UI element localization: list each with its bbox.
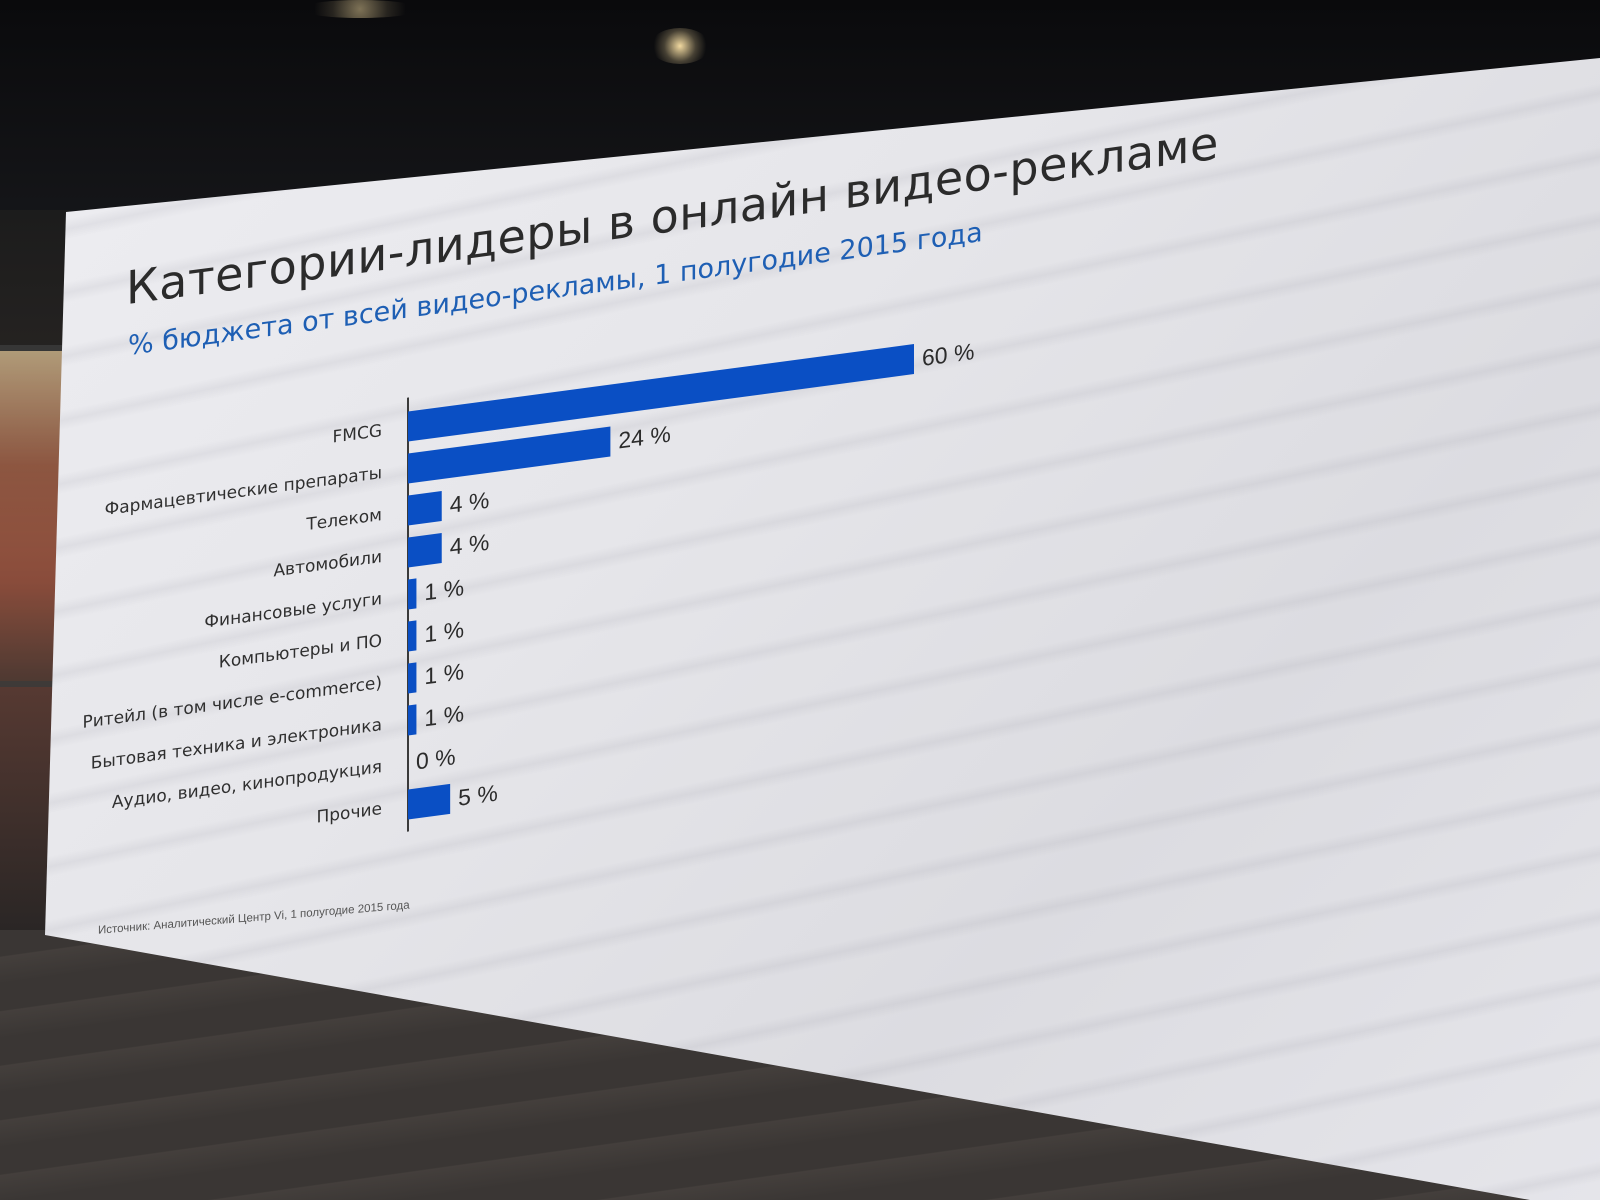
bar bbox=[408, 426, 611, 484]
value-label: 1 % bbox=[424, 700, 464, 731]
value-label: 60 % bbox=[922, 338, 974, 371]
value-label: 4 % bbox=[450, 529, 490, 560]
category-label: Прочие bbox=[317, 799, 382, 828]
value-label: 1 % bbox=[424, 616, 464, 647]
value-label: 0 % bbox=[416, 743, 456, 774]
venue-window bbox=[0, 345, 62, 687]
bar bbox=[408, 344, 914, 442]
bar bbox=[408, 704, 417, 736]
category-label: Финансовые услуги bbox=[204, 589, 382, 633]
category-label: FMCG bbox=[333, 421, 382, 448]
value-label: 1 % bbox=[424, 658, 464, 689]
bar bbox=[408, 783, 451, 820]
bar bbox=[408, 578, 417, 610]
bar bbox=[408, 491, 442, 526]
bar bbox=[408, 620, 417, 652]
category-label: Телеком bbox=[305, 505, 382, 535]
value-label: 24 % bbox=[618, 421, 670, 454]
ceiling-light bbox=[300, 0, 420, 18]
value-label: 4 % bbox=[450, 487, 490, 518]
ceiling-light bbox=[650, 28, 710, 64]
category-label: Компьютеры и ПО bbox=[219, 631, 382, 673]
value-label: 1 % bbox=[424, 574, 464, 605]
bar bbox=[408, 662, 417, 694]
value-label: 5 % bbox=[458, 780, 498, 811]
category-label: Автомобили bbox=[273, 547, 382, 581]
bar bbox=[408, 533, 442, 568]
